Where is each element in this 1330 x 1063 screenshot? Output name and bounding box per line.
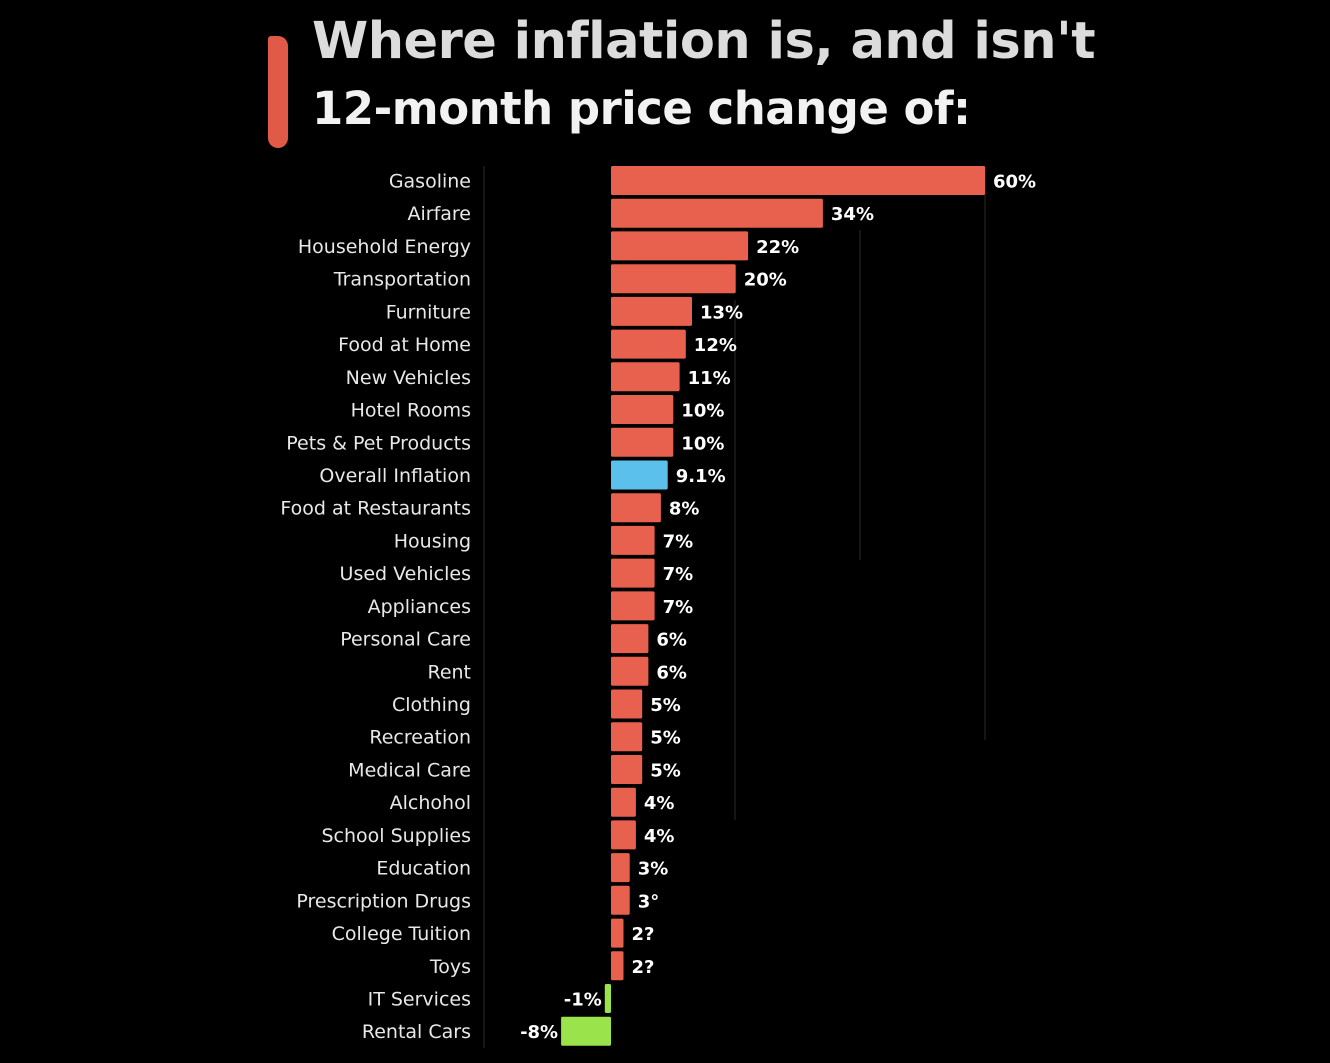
category-labels: Gasoline Airfare Household Energy Transport…: [280, 171, 471, 1044]
category-label: Food at Restaurants: [280, 498, 471, 520]
bar-furniture: [611, 296, 692, 326]
value-label: 4%: [644, 793, 675, 814]
bar-alchohol: [611, 787, 636, 817]
bar-rent: [611, 656, 649, 686]
category-label: Used Vehicles: [340, 563, 471, 585]
bar-college-tuition: [611, 918, 624, 948]
bar-overall-inflation: [611, 460, 668, 490]
value-label: 7%: [663, 531, 694, 552]
value-label: 60%: [993, 172, 1036, 193]
category-label: Recreation: [369, 727, 471, 749]
bar-household-energy: [611, 231, 749, 261]
category-label: Clothing: [392, 694, 471, 716]
value-label: 12%: [694, 335, 737, 356]
bar-recreation: [611, 722, 643, 752]
category-label: Toys: [429, 956, 471, 978]
bar-school-supplies: [611, 820, 636, 850]
category-label: Airfare: [407, 203, 471, 225]
value-label: 5%: [650, 728, 681, 749]
bar-toys: [611, 951, 624, 981]
value-label: 7%: [663, 597, 694, 618]
bar-housing: [611, 525, 655, 555]
category-label: Hotel Rooms: [351, 400, 471, 422]
category-label: Pets & Pet Products: [286, 432, 471, 454]
title-accent-bar: [268, 36, 288, 148]
category-label: Housing: [394, 530, 471, 552]
category-label: Appliances: [368, 596, 471, 618]
bar-appliances: [611, 591, 655, 621]
bar-medical-care: [611, 755, 643, 784]
category-label: Personal Care: [340, 629, 471, 651]
value-label: 3°: [638, 891, 660, 912]
category-label: Prescription Drugs: [296, 890, 471, 912]
category-label: Rental Cars: [362, 1021, 471, 1043]
category-label: Gasoline: [389, 171, 471, 193]
category-label: Rent: [427, 661, 471, 683]
bar-transportation: [611, 264, 736, 294]
category-label: Furniture: [386, 301, 471, 323]
value-label: 4%: [644, 826, 675, 847]
bar-hotel-rooms: [611, 395, 674, 424]
category-label: Household Energy: [298, 236, 471, 258]
value-label: 2?: [632, 957, 655, 978]
value-label: 7%: [663, 564, 694, 585]
value-label: 9.1%: [676, 466, 726, 487]
value-label: 2?: [632, 924, 655, 945]
value-label: 10%: [681, 433, 724, 454]
category-label: Education: [376, 858, 471, 880]
value-labels: 60% 34% 22% 20%13% 12% 11% 10% 10% 9.1% 8% 7% 7% 7% 6…: [520, 172, 1036, 1044]
value-label: 6%: [656, 630, 687, 651]
bar-gasoline: [611, 166, 985, 195]
bar-personal-care: [611, 624, 649, 654]
value-label: -8%: [520, 1022, 558, 1043]
bar-rental-cars: [561, 1016, 611, 1046]
bar-education: [611, 853, 630, 883]
bar-used-vehicles: [611, 558, 655, 588]
bar-food-at-restaurants: [611, 493, 661, 523]
value-label: 11%: [688, 368, 731, 389]
value-label: 3%: [638, 859, 669, 880]
bar-clothing: [611, 689, 643, 719]
value-label: -1%: [564, 990, 602, 1011]
value-label: 34%: [831, 204, 874, 225]
value-label: 8%: [669, 499, 700, 520]
category-label: Food at Home: [338, 334, 471, 356]
category-label: Medical Care: [348, 760, 471, 782]
value-label: 22%: [756, 237, 799, 258]
category-label: Overall Inflation: [319, 465, 471, 487]
bar-new-vehicles: [611, 362, 680, 392]
value-label: 20%: [744, 270, 787, 291]
bar-airfare: [611, 198, 823, 228]
chart-title: Where inflation is, and isn't: [312, 12, 1096, 71]
category-label: Transportation: [333, 269, 471, 291]
category-label: IT Services: [368, 989, 471, 1011]
bar-food-at-home: [611, 329, 686, 359]
value-label: 5%: [650, 695, 681, 716]
bars: [561, 166, 985, 1046]
value-label: 6%: [656, 662, 687, 683]
value-label: 5%: [650, 761, 681, 782]
bar-pets-pet-products: [611, 427, 674, 457]
gridlines: [483, 166, 986, 1048]
value-label: 13%: [700, 302, 743, 323]
chart-subtitle: 12-month price change of:: [312, 82, 971, 135]
value-label: 10%: [681, 401, 724, 422]
category-label: Alchohol: [390, 792, 471, 814]
bar-it-services: [604, 984, 611, 1013]
category-label: College Tuition: [332, 923, 471, 945]
category-label: School Supplies: [322, 825, 472, 847]
bar-prescription-drugs: [611, 885, 630, 915]
category-label: New Vehicles: [346, 367, 471, 389]
